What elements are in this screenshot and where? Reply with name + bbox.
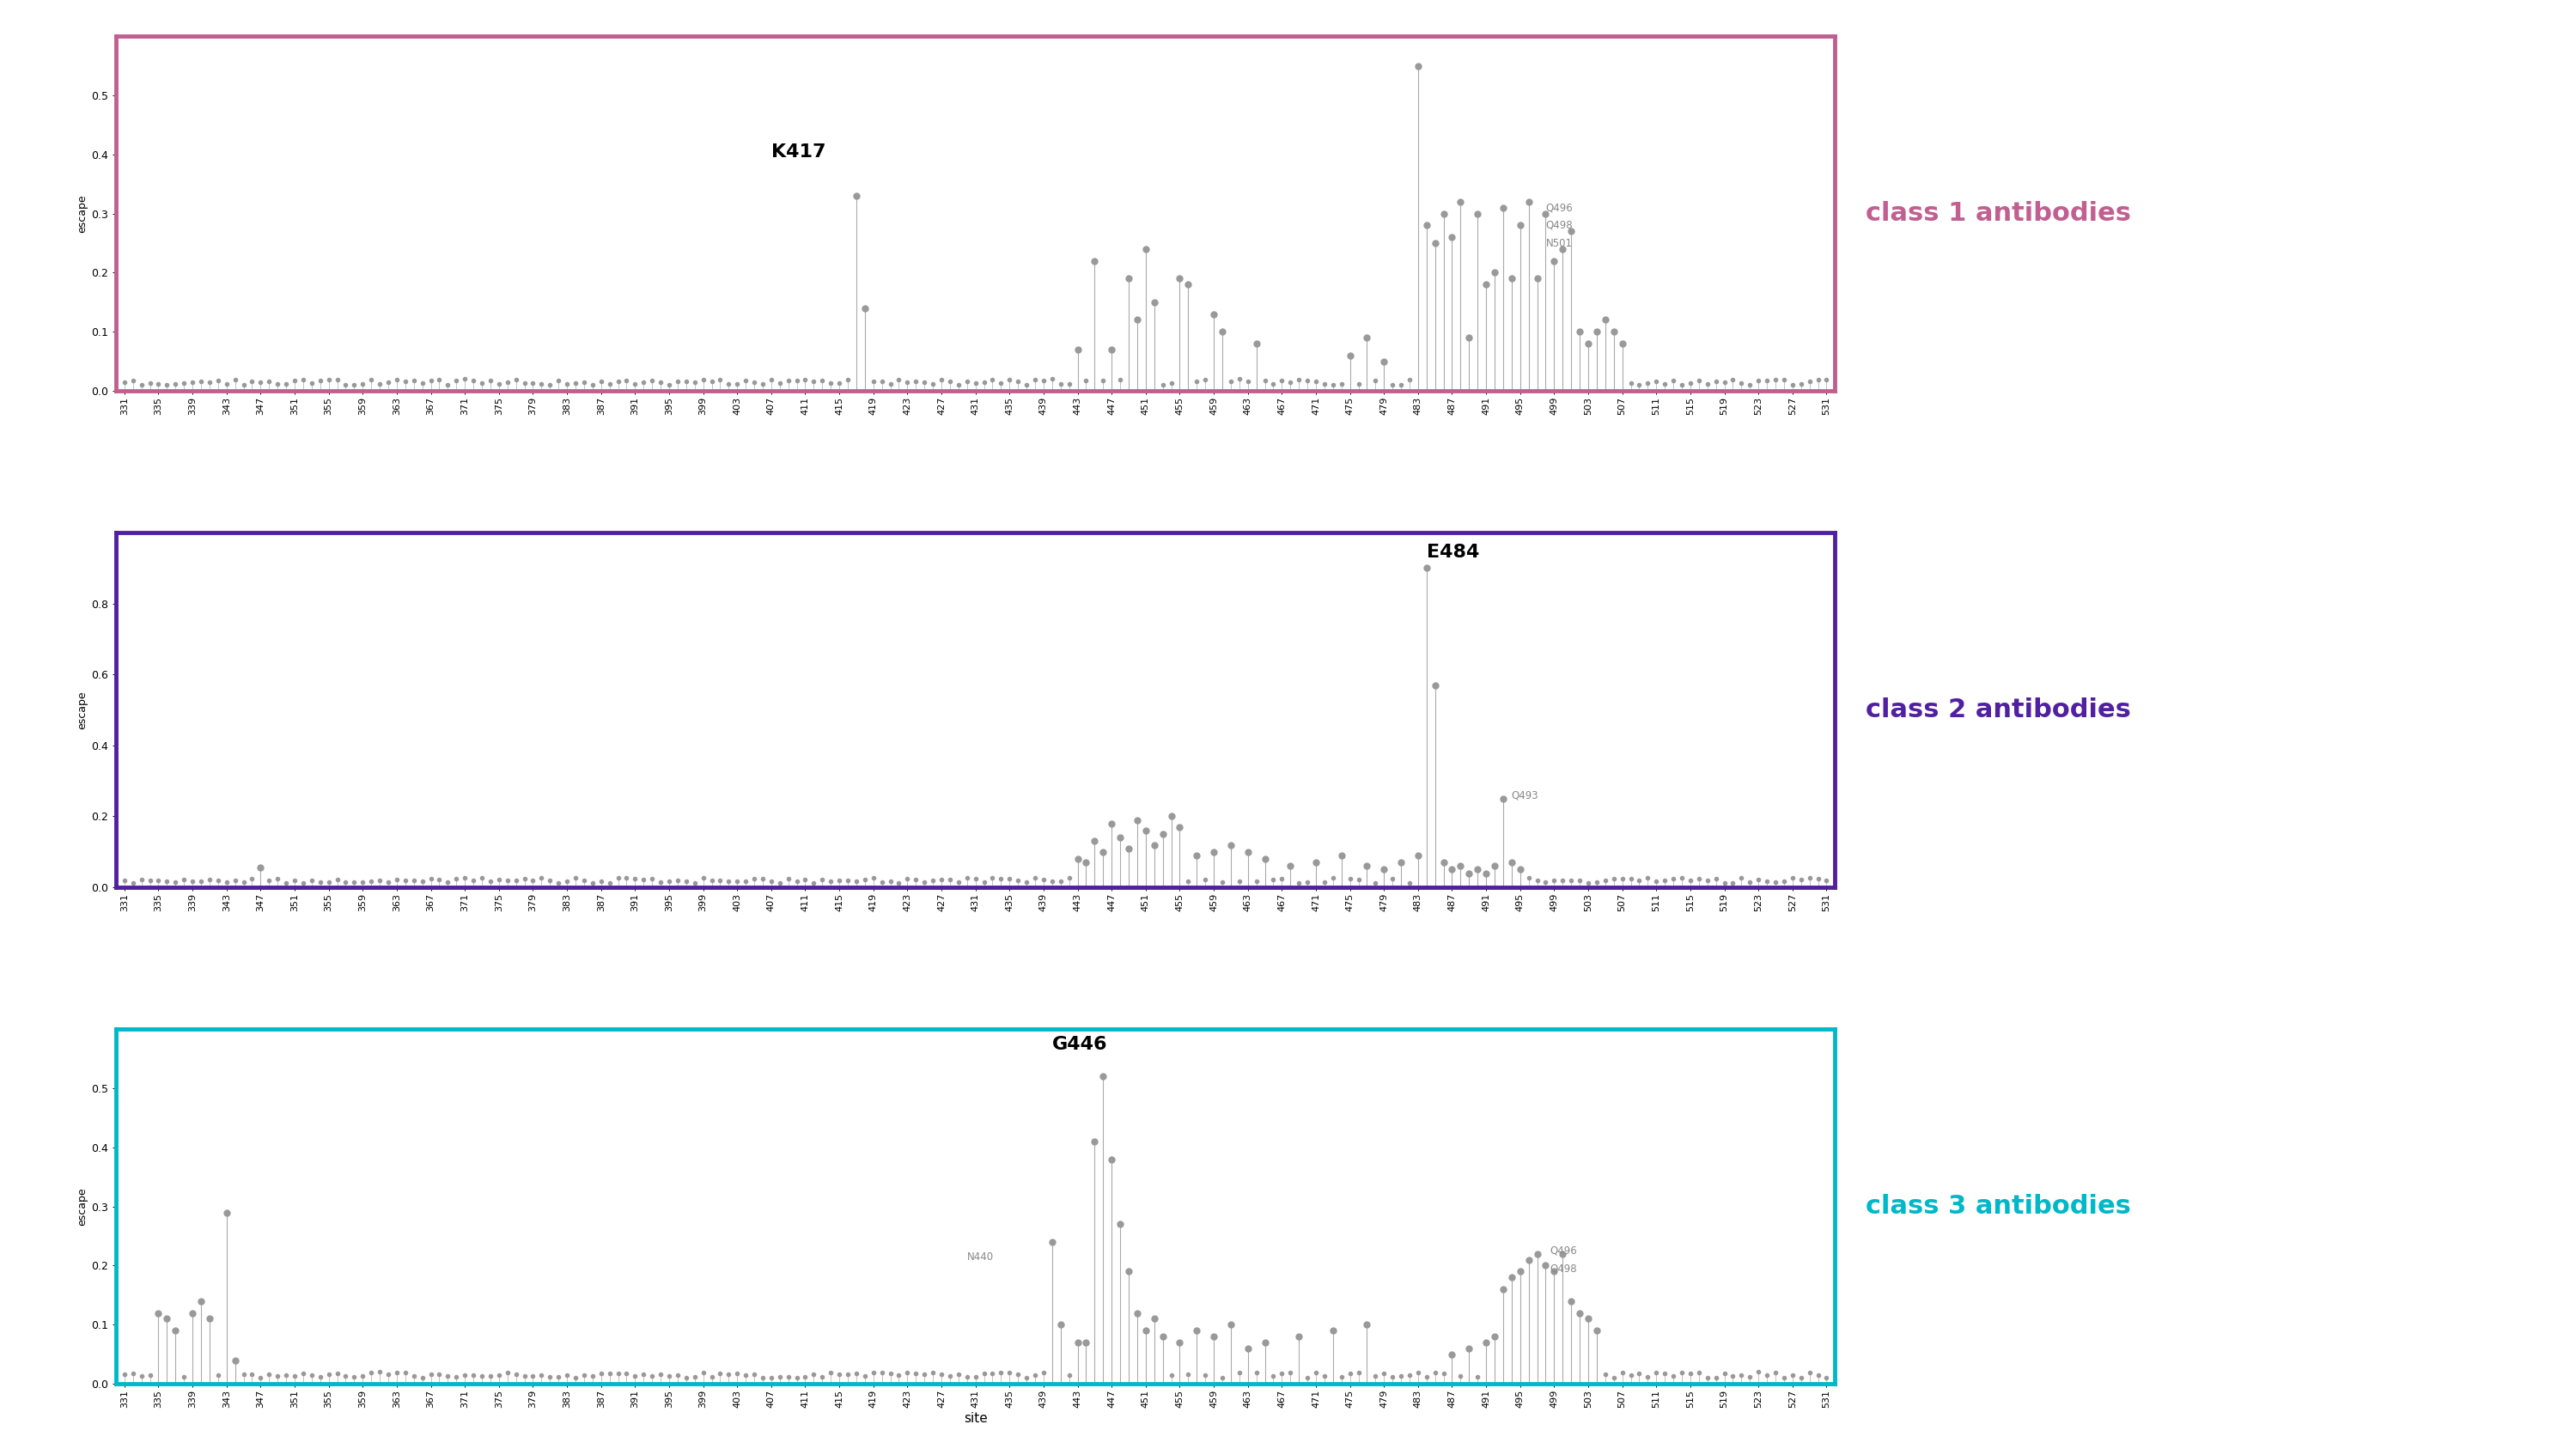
Text: E484: E484 [1427,543,1479,561]
X-axis label: site: site [963,1411,987,1424]
Text: Q496: Q496 [1551,1245,1577,1256]
Y-axis label: escape: escape [77,194,88,233]
Text: G446: G446 [1051,1036,1108,1053]
Text: N440: N440 [966,1250,994,1262]
Text: Q493: Q493 [1512,790,1538,801]
Text: class 2 antibodies: class 2 antibodies [1865,697,2130,723]
Text: N501: N501 [1546,238,1571,249]
Text: Q498: Q498 [1546,220,1574,230]
Text: Q496: Q496 [1546,201,1574,213]
Y-axis label: escape: escape [77,1187,88,1226]
Text: class 3 antibodies: class 3 antibodies [1865,1194,2130,1219]
Text: class 1 antibodies: class 1 antibodies [1865,201,2130,226]
Text: Q498: Q498 [1551,1264,1577,1274]
Y-axis label: escape: escape [77,691,88,729]
Text: K417: K417 [770,143,827,161]
